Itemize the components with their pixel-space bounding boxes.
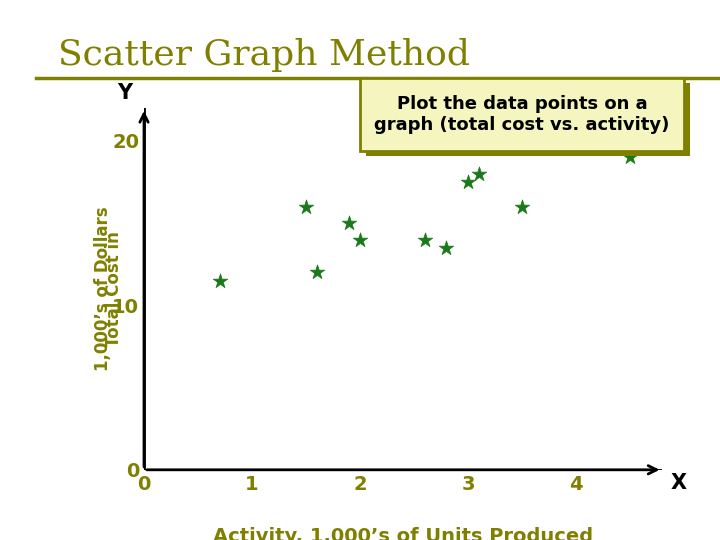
Text: Plot the data points on a
graph (total cost vs. activity): Plot the data points on a graph (total c… (374, 96, 670, 134)
Point (516, 202, 528, 211)
Point (214, 276, 225, 285)
Point (419, 235, 431, 244)
Point (462, 178, 474, 186)
Text: Total Cost in: Total Cost in (105, 231, 122, 347)
Point (354, 235, 366, 244)
Point (624, 153, 636, 161)
Text: Y: Y (117, 83, 132, 103)
Text: X: X (671, 473, 687, 493)
Point (592, 145, 603, 153)
Point (300, 202, 312, 211)
Point (473, 170, 485, 178)
Text: Scatter Graph Method: Scatter Graph Method (58, 38, 469, 72)
Text: 1,000’s of Dollars: 1,000’s of Dollars (94, 207, 112, 371)
Point (311, 268, 323, 277)
Point (538, 145, 549, 153)
Point (343, 219, 355, 227)
Point (441, 244, 452, 252)
Text: Activity, 1,000’s of Units Produced: Activity, 1,000’s of Units Produced (213, 528, 593, 540)
